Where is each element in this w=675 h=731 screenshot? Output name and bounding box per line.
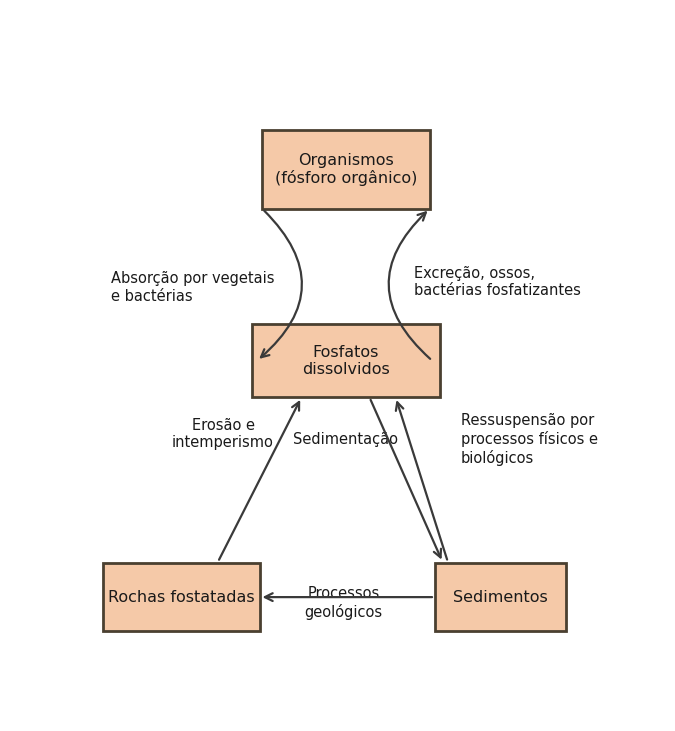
Text: Absorção por vegetais
e bactérias: Absorção por vegetais e bactérias	[111, 271, 274, 304]
Text: Processos
geológicos: Processos geológicos	[304, 586, 382, 620]
Text: Organismos
(fósforo orgânico): Organismos (fósforo orgânico)	[275, 153, 417, 186]
Text: Erosão e
intemperismo: Erosão e intemperismo	[172, 417, 274, 450]
Text: Fosfatos
dissolvidos: Fosfatos dissolvidos	[302, 344, 390, 377]
Text: Sedimentação: Sedimentação	[294, 432, 398, 447]
FancyBboxPatch shape	[435, 564, 566, 631]
FancyBboxPatch shape	[262, 130, 429, 209]
Text: Ressuspensão por
processos físicos e
biológicos: Ressuspensão por processos físicos e bio…	[461, 414, 598, 466]
Text: Excreção, ossos,
bactérias fosfatizantes: Excreção, ossos, bactérias fosfatizantes	[414, 265, 581, 298]
Text: Rochas fostatadas: Rochas fostatadas	[108, 590, 254, 605]
Text: Sedimentos: Sedimentos	[453, 590, 547, 605]
FancyBboxPatch shape	[103, 564, 260, 631]
FancyBboxPatch shape	[252, 324, 440, 398]
